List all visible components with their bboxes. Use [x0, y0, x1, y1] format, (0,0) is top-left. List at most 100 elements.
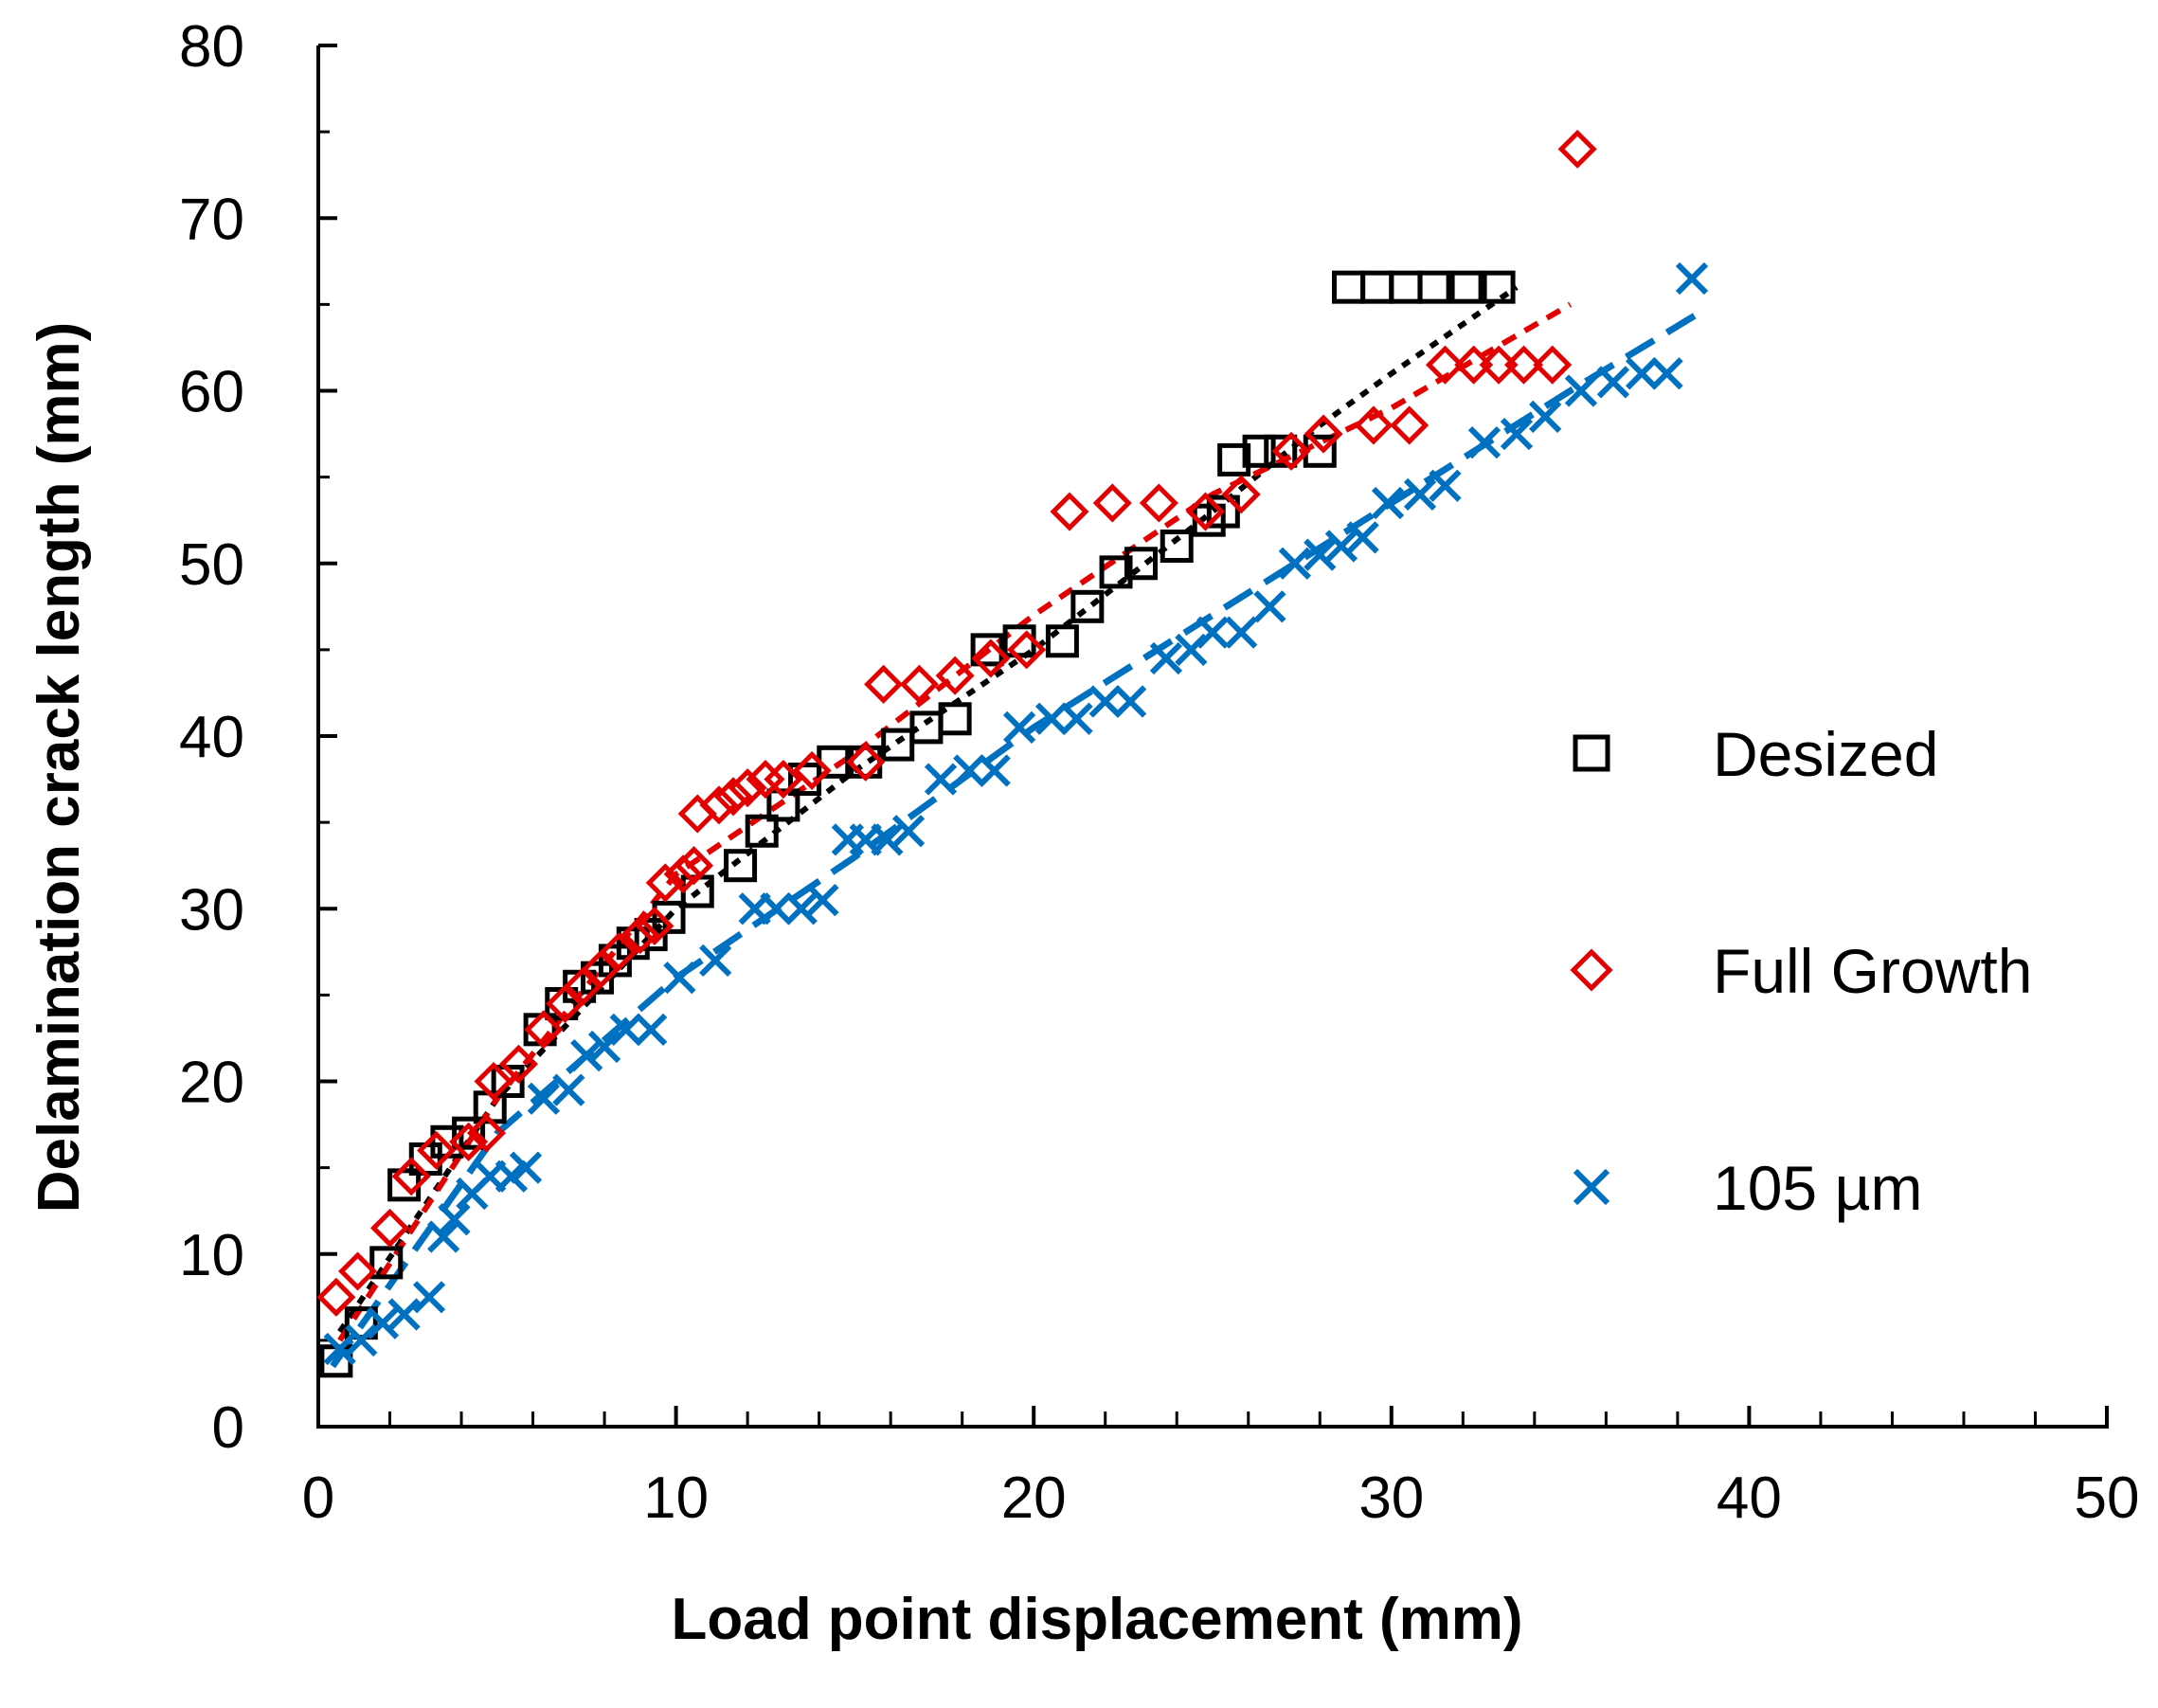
- full-growth-marker: [746, 760, 785, 800]
- full-growth-marker: [1221, 475, 1261, 514]
- full-growth-marker: [663, 854, 703, 894]
- full-growth-marker: [635, 906, 674, 946]
- 105um-marker: [1564, 374, 1598, 407]
- 105um-marker: [806, 884, 839, 917]
- y-tick-label: 10: [179, 1223, 244, 1288]
- desized-marker: [724, 849, 758, 883]
- full-growth-marker: [338, 1251, 378, 1291]
- 105um-marker: [1149, 641, 1183, 675]
- y-tick-label: 40: [179, 705, 244, 770]
- legend: Desized Full Growth 105 µm: [1570, 719, 2032, 1223]
- desized-marker: [1160, 530, 1194, 564]
- full-growth-marker: [674, 846, 714, 886]
- full-growth-marker: [1390, 405, 1430, 445]
- desized-marker: [1206, 494, 1240, 529]
- 105um-marker: [1500, 417, 1534, 451]
- desized-marker: [1099, 555, 1133, 589]
- full-growth-marker: [449, 1122, 489, 1161]
- full-growth-marker: [1570, 948, 1613, 992]
- full-growth-marker: [899, 664, 939, 704]
- 105um-marker: [635, 1013, 668, 1046]
- x-tick-label: 50: [2075, 1465, 2140, 1531]
- full-growth-marker: [417, 1130, 457, 1170]
- 105um-marker: [1088, 685, 1122, 718]
- desized-marker: [766, 788, 800, 822]
- 105um-marker: [366, 1306, 400, 1339]
- 105um-marker: [953, 754, 986, 787]
- 105um-marker: [345, 1323, 378, 1357]
- full-growth-marker: [391, 1157, 431, 1196]
- full-growth-marker: [1533, 345, 1573, 385]
- full-growth-marker: [524, 1010, 564, 1050]
- 105um-marker: [609, 1013, 642, 1046]
- 105um-marker: [978, 754, 1011, 787]
- full-growth-marker: [1557, 129, 1597, 169]
- y-tick-label: 50: [179, 532, 244, 598]
- y-tick-label: 70: [179, 187, 244, 252]
- y-tick-label: 20: [179, 1051, 244, 1116]
- 105um-marker: [427, 1220, 460, 1253]
- 105um-marker: [663, 962, 696, 995]
- desized-marker: [1389, 270, 1423, 304]
- 105um-marker: [1650, 357, 1683, 390]
- desized-marker: [1360, 270, 1394, 304]
- full-growth-marker: [316, 1277, 356, 1317]
- full-growth-marker: [864, 664, 904, 704]
- 105um-marker: [552, 1073, 585, 1106]
- desized-marker: [1124, 547, 1158, 581]
- desized-marker: [1264, 434, 1298, 468]
- desized-marker: [1482, 270, 1516, 304]
- full-growth-marker: [1007, 630, 1047, 670]
- desized-marker: [1573, 734, 1610, 772]
- full-growth-marker: [1304, 414, 1343, 454]
- desized-marker: [1331, 270, 1365, 304]
- full-growth-marker: [764, 760, 803, 800]
- 105um-marker: [1467, 426, 1502, 459]
- 105um-marker: [587, 1030, 621, 1064]
- 105um-marker: [1034, 702, 1069, 735]
- full-growth-marker: [1425, 345, 1465, 385]
- full-growth-marker: [1479, 345, 1519, 385]
- y-tick-label: 30: [179, 877, 244, 943]
- trend-line-1: [337, 284, 1519, 1334]
- 105um-marker: [699, 944, 732, 978]
- trend-line-3: [330, 310, 1701, 1369]
- desized-marker: [881, 728, 915, 762]
- 105um-marker: [1403, 477, 1437, 511]
- 105um-marker: [1196, 616, 1230, 649]
- 105um-marker: [387, 1298, 421, 1331]
- y-axis: 0 10 20 30 40 50 60 70 80: [179, 14, 337, 1461]
- full-growth-marker: [1454, 345, 1494, 385]
- full-growth-marker: [369, 1208, 410, 1248]
- 105um-marker: [924, 763, 958, 796]
- 105um-marker: [1225, 616, 1258, 649]
- x-axis-title: Load point displacement (mm): [671, 1587, 1522, 1652]
- full-growth-marker: [1185, 492, 1225, 531]
- 105um-marker: [1429, 469, 1462, 502]
- 105um-marker: [1346, 521, 1379, 554]
- desized-marker: [652, 900, 686, 934]
- 105um-marker: [1060, 702, 1093, 735]
- 105um-marker: [1675, 261, 1709, 296]
- 105um-marker: [1278, 547, 1311, 580]
- full-growth-marker: [713, 777, 753, 817]
- 105um-marker: [1573, 1168, 1610, 1206]
- 105um-marker: [323, 1332, 356, 1366]
- y-ticks: 0 10 20 30 40 50 60 70 80: [179, 14, 337, 1461]
- 105um-marker: [509, 1151, 543, 1184]
- desized-marker: [938, 702, 972, 736]
- 105um-marker: [527, 1082, 561, 1115]
- full-growth-marker: [1503, 345, 1544, 385]
- trend-line-2: [337, 301, 1573, 1342]
- x-tick-label: 40: [1717, 1465, 1782, 1531]
- x-axis: 0 10 20 30 40 50: [302, 1406, 2140, 1531]
- 105um-marker: [1002, 710, 1036, 745]
- desized-marker: [1217, 442, 1251, 476]
- 105um-marker: [760, 892, 793, 926]
- full-growth-marker: [1092, 483, 1132, 523]
- full-growth-marker: [846, 742, 886, 782]
- 105um-marker: [784, 892, 818, 926]
- 105um-marker: [1304, 538, 1337, 571]
- 105um-marker: [1529, 400, 1562, 433]
- 105um-marker: [1175, 633, 1208, 666]
